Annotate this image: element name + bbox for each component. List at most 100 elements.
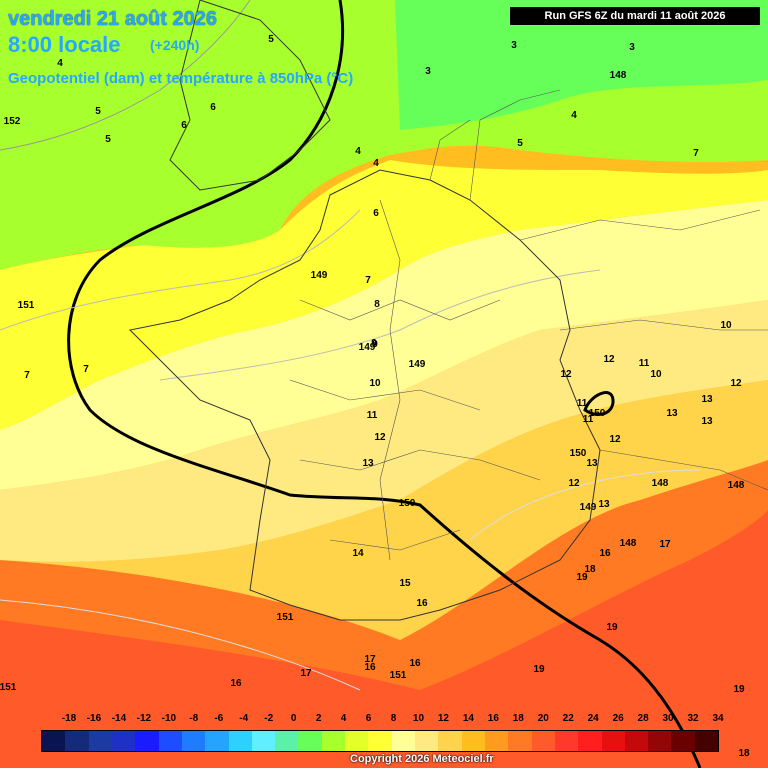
scale-swatch [554, 731, 579, 751]
temp-label: 15 [399, 578, 411, 589]
scale-tick-label: -12 [136, 713, 152, 724]
scale-tick-label: 22 [562, 713, 574, 724]
isotherm [0, 599, 361, 691]
temp-label: 7 [365, 275, 371, 286]
geopotential-contour [67, 0, 702, 769]
forecast-date: vendredi 21 août 2026 [8, 8, 217, 30]
geopot-label: 151 [0, 682, 17, 693]
scale-swatch [42, 731, 66, 751]
temp-label: 14 [352, 548, 364, 559]
scale-swatch [531, 731, 555, 751]
temp-label: 17 [300, 668, 312, 679]
scale-swatch [321, 731, 346, 751]
scale-swatch [694, 731, 719, 751]
scale-tick-label: -8 [189, 713, 199, 724]
scale-swatch [671, 731, 695, 751]
europe-borders [429, 89, 768, 491]
scale-swatch [578, 731, 602, 751]
isotherm [0, 0, 251, 151]
scale-swatch [601, 731, 625, 751]
scale-tick-label: 20 [537, 713, 549, 724]
temp-label: 5 [95, 106, 101, 117]
temp-label: 9 [372, 339, 378, 350]
temp-label: 7 [693, 148, 699, 159]
temp-label: 5 [105, 134, 111, 145]
temp-label: 6 [210, 102, 216, 113]
temp-label: 4 [355, 146, 361, 157]
scale-tick-label: -4 [239, 713, 249, 724]
scale-tick-label: -2 [264, 713, 274, 724]
temp-label: 13 [586, 458, 598, 469]
scale-swatch [181, 731, 206, 751]
temp-label: 19 [606, 622, 618, 633]
temp-label: 10 [650, 369, 662, 380]
geopot-label: 150 [399, 498, 416, 509]
temp-label: 11 [367, 410, 378, 421]
temp-label: 5 [517, 138, 523, 149]
temperature-labels: 5 4 5 6 6 5 3 3 3 4 4 4 5 7 6 7 8 9 10 1… [24, 34, 750, 759]
temp-label: 13 [666, 408, 678, 419]
copyright: Copyright 2026 Meteociel.fr [350, 753, 494, 765]
temp-label: 6 [373, 208, 379, 219]
geopot-label: 152 [4, 116, 21, 127]
scale-swatch [368, 731, 392, 751]
temp-label: 4 [373, 158, 379, 169]
temp-label: 11 [583, 414, 594, 425]
run-info: Run GFS 6Z du mardi 11 août 2026 [510, 7, 760, 25]
scale-swatch [508, 731, 532, 751]
temp-label: 17 [364, 654, 376, 665]
temp-label: 12 [603, 354, 615, 365]
scale-tick-label: 8 [390, 713, 397, 724]
scale-swatch [111, 731, 136, 751]
temp-label: 13 [598, 499, 610, 510]
geopot-label: 149 [359, 342, 376, 353]
scale-tick-label: 4 [340, 713, 347, 724]
geopot-label: 151 [390, 670, 407, 681]
geopot-label: 149 [580, 502, 597, 513]
lead-time: (+240h) [150, 37, 200, 53]
scale-tick-label: 18 [512, 713, 524, 724]
band-yellow [0, 160, 768, 430]
scale-swatch [158, 731, 182, 751]
geopot-label: 150 [570, 448, 587, 459]
temp-label: 18 [738, 748, 750, 759]
scale-swatch [275, 731, 299, 751]
temp-label: 10 [720, 320, 732, 331]
scale-tick-label: 14 [462, 713, 474, 724]
temp-label: 3 [629, 42, 635, 53]
scale-tick-label: -18 [61, 713, 77, 724]
geopotential-closed-low [583, 391, 615, 416]
temp-label: 19 [733, 684, 745, 695]
temp-label: 6 [181, 120, 187, 131]
geopot-label: 148 [652, 478, 669, 489]
scale-swatch [484, 731, 509, 751]
scale-tick-label: -10 [161, 713, 177, 724]
temp-label: 16 [416, 598, 428, 609]
geopot-label: 151 [18, 300, 35, 311]
scale-swatch [88, 731, 112, 751]
scale-tick-label: -6 [214, 713, 224, 724]
scale-tick-label: 34 [712, 713, 724, 724]
temp-label: 16 [230, 678, 242, 689]
scale-tick-label: 30 [662, 713, 674, 724]
temp-label: 17 [659, 539, 671, 550]
isotherm [469, 469, 701, 541]
temp-label: 19 [533, 664, 545, 675]
temp-label: 12 [609, 434, 621, 445]
scale-swatch [345, 731, 369, 751]
temp-label: 12 [374, 432, 386, 443]
scale-tick-label: 32 [687, 713, 699, 724]
scale-tick-label: 6 [365, 713, 372, 724]
temp-label: 3 [511, 40, 517, 51]
temp-label: 13 [701, 394, 713, 405]
isotherm [159, 269, 601, 381]
scale-tick-label: 16 [487, 713, 499, 724]
band-light-orange [0, 300, 768, 562]
temp-label: 18 [584, 564, 596, 575]
scale-tick-label: -16 [86, 713, 102, 724]
temp-label: 13 [701, 416, 713, 427]
temp-label: 13 [362, 458, 374, 469]
scale-swatch [415, 731, 439, 751]
temp-label: 16 [364, 662, 376, 673]
